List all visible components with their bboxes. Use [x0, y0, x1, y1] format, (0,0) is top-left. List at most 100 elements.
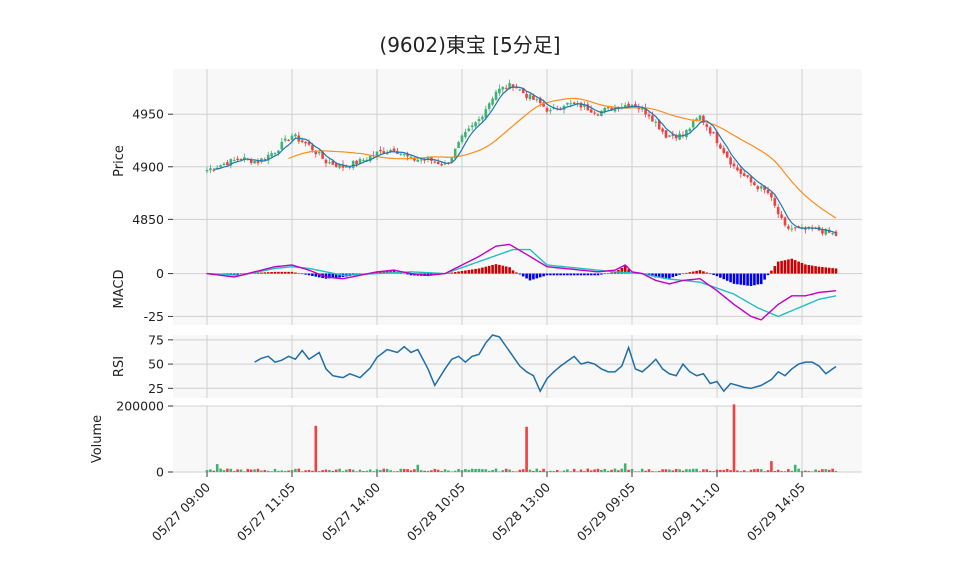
candle-body: [345, 166, 348, 168]
candle-body: [236, 158, 239, 160]
macd-hist-bar: [334, 273, 338, 278]
macd-hist-bar: [487, 265, 491, 274]
candle-body: [780, 214, 783, 218]
volume-bar: [297, 468, 301, 472]
macd-hist-bar: [603, 273, 607, 275]
candle-body: [270, 153, 273, 157]
volume-bar: [555, 469, 559, 472]
macd-hist-bar: [766, 273, 770, 276]
volume-bar: [294, 468, 297, 472]
macd-hist-bar: [600, 273, 603, 275]
macd-hist-bar: [759, 273, 763, 285]
x-tick-label-2: 05/27 14:00: [319, 479, 383, 543]
volume-bar: [623, 463, 627, 472]
candle-body: [644, 107, 647, 115]
candle-body: [277, 150, 280, 154]
volume-bar: [719, 469, 722, 472]
candle-body: [406, 153, 409, 157]
macd-hist-bar: [787, 259, 790, 274]
macd-hist-bar: [521, 273, 525, 277]
macd-hist-bar: [283, 271, 287, 274]
candle-body: [722, 148, 726, 153]
volume-bar: [715, 469, 719, 472]
macd-hist-bar: [470, 269, 474, 274]
macd-hist-bar: [307, 273, 311, 276]
volume-bar: [817, 470, 821, 472]
candle-body: [399, 153, 403, 155]
candle-body: [260, 158, 263, 162]
macd-hist-bar: [651, 273, 654, 277]
macd-hist-bar: [474, 268, 477, 274]
candle-body: [239, 158, 243, 160]
candle-body: [283, 138, 287, 141]
macd-hist-bar: [681, 273, 685, 275]
macd-hist-bar: [256, 272, 260, 274]
volume-bar: [685, 469, 688, 472]
volume-bar: [525, 426, 528, 472]
volume-bar: [263, 469, 267, 472]
candle-body: [433, 161, 437, 163]
candle-body: [705, 124, 709, 127]
candle-body: [416, 159, 420, 162]
volume-bar: [338, 468, 341, 472]
volume-bar: [219, 468, 222, 472]
volume-bar: [810, 471, 814, 472]
volume-ylabel: Volume: [90, 415, 105, 463]
macd-hist-bar: [324, 273, 328, 279]
candle-body: [355, 160, 358, 165]
price-ylabel: Price: [112, 145, 127, 177]
volume-bar: [341, 471, 345, 472]
volume-bar: [311, 470, 314, 472]
volume-bar: [515, 471, 518, 472]
candle-body: [725, 151, 729, 158]
macd-hist-bar: [304, 273, 307, 275]
macd-hist-bar: [491, 265, 494, 274]
candle-body: [511, 84, 515, 88]
macd-hist-bar: [664, 273, 668, 278]
volume-bar: [647, 469, 651, 472]
macd-hist-bar: [708, 273, 712, 275]
volume-bar: [328, 469, 331, 472]
macd-hist-bar: [671, 273, 675, 278]
candle-body: [321, 151, 324, 159]
macd-hist-bar: [729, 273, 732, 283]
candle-body: [494, 91, 498, 100]
rsi-ytick-label-2: 75: [148, 332, 164, 347]
macd-hist-bar: [827, 267, 831, 274]
volume-bar: [559, 471, 562, 472]
candle-body: [215, 167, 219, 169]
price-ytick-label-1: 4900: [132, 159, 164, 174]
macd-hist-bar: [532, 273, 535, 280]
macd-hist-bar: [447, 273, 450, 274]
macd-hist-bar: [545, 273, 549, 276]
volume-bar: [606, 470, 610, 472]
candle-body: [358, 159, 362, 164]
macd-hist-bar: [695, 270, 698, 274]
macd-hist-bar: [457, 271, 460, 274]
volume-bar: [426, 470, 430, 472]
volume-bar: [402, 468, 406, 472]
price-ytick-label-2: 4950: [132, 107, 164, 122]
volume-bar: [637, 471, 641, 472]
macd-hist-bar: [793, 260, 797, 274]
volume-bar: [396, 471, 399, 472]
volume-bar: [430, 470, 433, 472]
candle-body: [831, 233, 834, 235]
candle-body: [409, 156, 413, 158]
volume-bar: [467, 469, 471, 472]
candle-body: [674, 135, 678, 139]
volume-bar: [620, 468, 624, 472]
x-axis: 05/27 09:00 05/27 11:05 05/27 14:00 05/28 1…: [149, 472, 808, 544]
macd-hist-bar: [831, 268, 834, 274]
candle-body: [535, 99, 539, 101]
macd-hist-bar: [722, 273, 726, 280]
volume-bar: [708, 470, 712, 472]
candle-body: [736, 167, 739, 171]
macd-hist-bar: [290, 271, 294, 274]
volume-bar: [644, 470, 647, 472]
candle-body: [290, 135, 294, 141]
macd-hist-bar: [593, 273, 596, 276]
panel-rsi: 25 50 75 RSI: [112, 332, 862, 398]
volume-bar: [807, 470, 811, 472]
